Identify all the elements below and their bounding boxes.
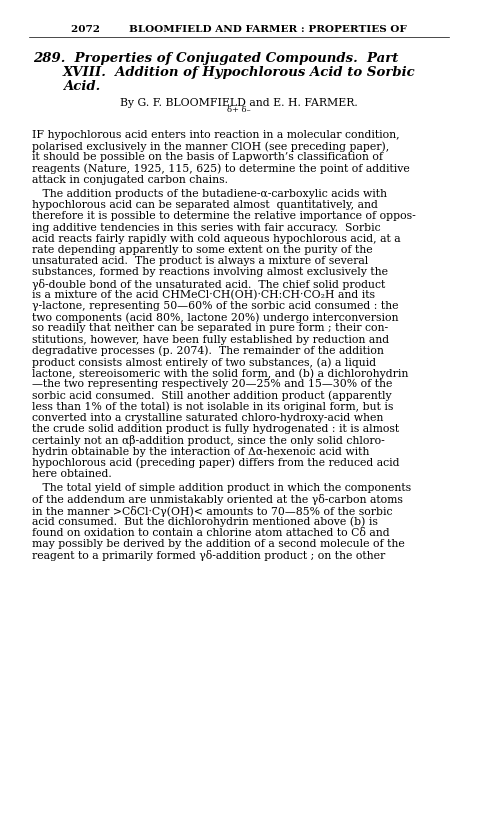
Text: γδ-double bond of the unsaturated acid.  The chief solid product: γδ-double bond of the unsaturated acid. … — [32, 279, 385, 290]
Text: two components (acid 80%, lactone 20%) undergo interconversion: two components (acid 80%, lactone 20%) u… — [32, 312, 398, 323]
Text: here obtained.: here obtained. — [32, 469, 112, 479]
Text: Acid.: Acid. — [63, 80, 100, 93]
Text: acid consumed.  But the dichlorohydrin mentioned above (b) is: acid consumed. But the dichlorohydrin me… — [32, 516, 378, 527]
Text: is a mixture of the acid CHMeCl·CH(OH)·CH:CH·CO₂H and its: is a mixture of the acid CHMeCl·CH(OH)·C… — [32, 290, 374, 300]
Text: therefore it is possible to determine the relative importance of oppos-: therefore it is possible to determine th… — [32, 211, 416, 221]
Text: attack in conjugated carbon chains.: attack in conjugated carbon chains. — [32, 175, 228, 185]
Text: in the manner >CδCl·Cγ(OH)< amounts to 70—85% of the sorbic: in the manner >CδCl·Cγ(OH)< amounts to 7… — [32, 506, 392, 516]
Text: unsaturated acid.  The product is always a mixture of several: unsaturated acid. The product is always … — [32, 257, 368, 266]
Text: so readily that neither can be separated in pure form ; their con-: so readily that neither can be separated… — [32, 323, 388, 333]
Text: rate depending apparently to some extent on the purity of the: rate depending apparently to some extent… — [32, 245, 372, 255]
Text: stitutions, however, have been fully established by reduction and: stitutions, however, have been fully est… — [32, 335, 388, 345]
Text: reagents (Nature, 1925, 115, 625) to determine the point of additive: reagents (Nature, 1925, 115, 625) to det… — [32, 163, 410, 174]
Text: reagent to a primarily formed γδ-addition product ; on the other: reagent to a primarily formed γδ-additio… — [32, 550, 385, 561]
Text: polarised exclusively in the manner ClOH (see preceding paper),: polarised exclusively in the manner ClOH… — [32, 141, 389, 152]
Text: ing additive tendencies in this series with fair accuracy.  Sorbic: ing additive tendencies in this series w… — [32, 223, 380, 233]
Text: product consists almost entirely of two substances, (a) a liquid: product consists almost entirely of two … — [32, 357, 376, 368]
Text: the crude solid addition product is fully hydrogenated : it is almost: the crude solid addition product is full… — [32, 424, 398, 434]
Text: hypochlorous acid (preceding paper) differs from the reduced acid: hypochlorous acid (preceding paper) diff… — [32, 458, 399, 469]
Text: substances, formed by reactions involving almost exclusively the: substances, formed by reactions involvin… — [32, 267, 388, 277]
Text: XVIII.  Addition of Hypochlorous Acid to Sorbic: XVIII. Addition of Hypochlorous Acid to … — [63, 66, 416, 79]
Text: The addition products of the butadiene-α-carboxylic acids with: The addition products of the butadiene-α… — [32, 189, 386, 199]
Text: The total yield of simple addition product in which the components: The total yield of simple addition produ… — [32, 483, 410, 493]
Text: —the two representing respectively 20—25% and 15—30% of the: —the two representing respectively 20—25… — [32, 380, 392, 389]
Text: certainly not an αβ-addition product, since the only solid chloro-: certainly not an αβ-addition product, si… — [32, 436, 384, 446]
Text: γ-lactone, representing 50—60% of the sorbic acid consumed : the: γ-lactone, representing 50—60% of the so… — [32, 301, 398, 311]
Text: hypochlorous acid can be separated almost  quantitatively, and: hypochlorous acid can be separated almos… — [32, 200, 378, 210]
Text: By G. F. BLOOMFIELD and E. H. FARMER.: By G. F. BLOOMFIELD and E. H. FARMER. — [120, 98, 358, 108]
Text: it should be possible on the basis of Lapworth’s classification of: it should be possible on the basis of La… — [32, 153, 382, 163]
Text: less than 1% of the total) is not isolable in its original form, but is: less than 1% of the total) is not isolab… — [32, 402, 393, 412]
Text: found on oxidation to contain a chlorine atom attached to Cδ and: found on oxidation to contain a chlorine… — [32, 528, 389, 538]
Text: acid reacts fairly rapidly with cold aqueous hypochlorous acid, at a: acid reacts fairly rapidly with cold aqu… — [32, 233, 400, 244]
Text: sorbic acid consumed.  Still another addition product (apparently: sorbic acid consumed. Still another addi… — [32, 390, 391, 401]
Text: degradative processes (p. 2074).  The remainder of the addition: degradative processes (p. 2074). The rem… — [32, 346, 384, 356]
Text: converted into a crystalline saturated chloro-hydroxy-acid when: converted into a crystalline saturated c… — [32, 413, 383, 423]
Text: 289.  Properties of Conjugated Compounds.  Part: 289. Properties of Conjugated Compounds.… — [34, 52, 399, 65]
Text: may possibly be derived by the addition of a second molecule of the: may possibly be derived by the addition … — [32, 540, 404, 549]
Text: hydrin obtainable by the interaction of Δα-hexenoic acid with: hydrin obtainable by the interaction of … — [32, 446, 369, 456]
Text: of the addendum are unmistakably oriented at the γδ-carbon atoms: of the addendum are unmistakably oriente… — [32, 494, 402, 506]
Text: IF hypochlorous acid enters into reaction in a molecular condition,: IF hypochlorous acid enters into reactio… — [32, 130, 399, 140]
Text: δ+ δ–: δ+ δ– — [227, 106, 251, 114]
Text: lactone, stereoisomeric with the solid form, and (b) a dichlorohydrin: lactone, stereoisomeric with the solid f… — [32, 368, 408, 379]
Text: 2072        BLOOMFIELD AND FARMER : PROPERTIES OF: 2072 BLOOMFIELD AND FARMER : PROPERTIES … — [71, 25, 407, 34]
